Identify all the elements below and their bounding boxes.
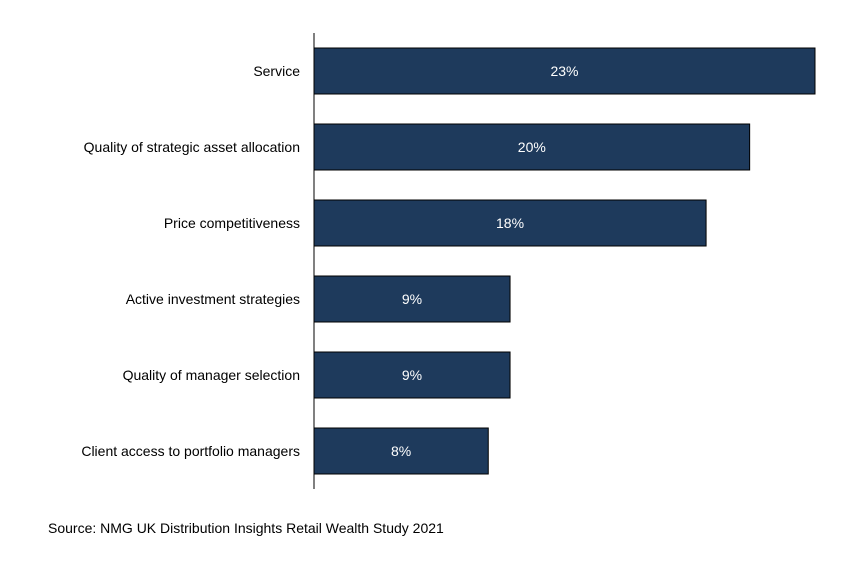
- bar: [313, 427, 489, 475]
- category-label: Quality of manager selection: [123, 367, 300, 383]
- category-label: Client access to portfolio managers: [81, 443, 300, 459]
- category-label: Active investment strategies: [126, 291, 300, 307]
- bar-value-label: 18%: [496, 215, 524, 231]
- bar-value-label: 23%: [550, 63, 578, 79]
- bar: [313, 47, 816, 95]
- category-label: Quality of strategic asset allocation: [84, 139, 300, 155]
- category-label: Service: [253, 63, 300, 79]
- category-label: Price competitiveness: [164, 215, 300, 231]
- bar: [313, 123, 751, 171]
- bar: [313, 275, 511, 323]
- bar-value-label: 8%: [391, 443, 411, 459]
- bar-value-label: 9%: [402, 291, 422, 307]
- bar-value-label: 20%: [518, 139, 546, 155]
- bars-group: 23% Service 20% Quality of strategic asset …: [81, 47, 816, 475]
- source-note: Source: NMG UK Distribution Insights Ret…: [48, 520, 444, 536]
- bar: [313, 351, 511, 399]
- bar: [313, 199, 707, 247]
- bar-value-label: 9%: [402, 367, 422, 383]
